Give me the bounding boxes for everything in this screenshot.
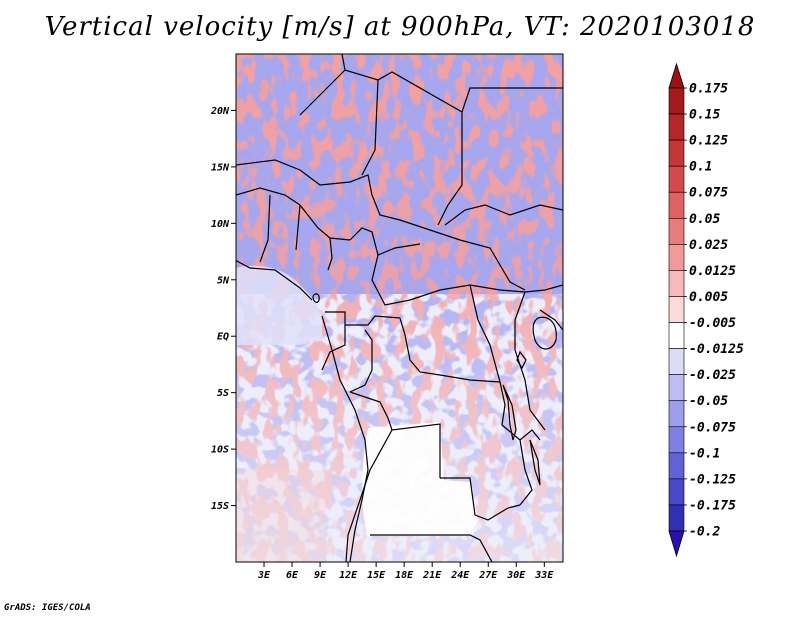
colorbar-segment <box>668 478 685 506</box>
lon-tick-label: 24E <box>450 570 470 581</box>
colorbar-segment <box>668 139 685 167</box>
lat-tick-label: 5N <box>217 275 230 286</box>
lat-tick-label: EQ <box>217 332 229 343</box>
colorbar-segment <box>668 270 685 297</box>
colorbar-label: -0.005 <box>689 316 736 331</box>
colorbar-bottom-arrow <box>668 530 685 558</box>
colorbar-segment <box>668 452 685 480</box>
colorbar-segment <box>668 217 685 245</box>
colorbar-label: 0.125 <box>689 134 728 149</box>
colorbar-label: 0.075 <box>689 186 728 201</box>
longitude-axis: 3E 6E 9E 12E 15E 18E 21E 24E 27E 30E 33E <box>257 562 554 581</box>
colorbar-label: -0.025 <box>689 368 736 383</box>
colorbar-label: 0.175 <box>689 82 728 97</box>
latitude-axis: 20N 15N 10N 5N EQ 5S 10S 15S <box>210 106 236 512</box>
colorbar-label: -0.05 <box>689 394 728 409</box>
lat-tick-label: 10N <box>211 219 230 230</box>
colorbar-segment <box>668 296 685 323</box>
colorbar-label: 0.1 <box>689 160 712 175</box>
country-borders <box>236 54 563 562</box>
map-title: Vertical velocity [m/s] at 900hPa, VT: 2… <box>44 12 756 42</box>
lat-tick-label: 15S <box>211 501 229 512</box>
lon-tick-label: 18E <box>395 570 414 581</box>
colorbar-label: -0.125 <box>689 472 736 487</box>
colorbar-segment <box>668 165 685 193</box>
lat-tick-label: 10S <box>211 445 229 456</box>
colorbar: 0.175 0.15 0.125 0.1 0.075 0.05 0.025 0.0125 0.0… <box>668 62 744 558</box>
colorbar-label: -0.0125 <box>689 342 744 357</box>
grads-credit: GrADS: IGES/COLA <box>4 603 91 613</box>
colorbar-segment <box>668 374 685 402</box>
lon-tick-label: 21E <box>422 570 442 581</box>
colorbar-segment <box>668 504 685 532</box>
colorbar-segment <box>668 244 685 271</box>
colorbar-segment <box>668 322 685 349</box>
lon-tick-label: 3E <box>257 570 271 581</box>
colorbar-label: -0.075 <box>689 420 736 435</box>
colorbar-segment <box>668 191 685 219</box>
colorbar-label: -0.175 <box>689 498 736 513</box>
colorbar-label: -0.1 <box>689 446 720 461</box>
colorbar-segment <box>668 87 685 115</box>
vertical-velocity-field <box>236 54 563 562</box>
colorbar-label: 0.005 <box>689 290 728 305</box>
lon-tick-label: 12E <box>339 570 358 581</box>
colorbar-label: 0.0125 <box>689 264 736 279</box>
colorbar-label: 0.025 <box>689 238 728 253</box>
colorbar-top-arrow <box>668 62 685 89</box>
colorbar-segment <box>668 348 685 375</box>
colorbar-label: -0.2 <box>689 525 720 540</box>
colorbar-segment <box>668 113 685 141</box>
lakes <box>312 293 557 486</box>
lon-tick-label: 9E <box>314 570 327 581</box>
colorbar-segment <box>668 400 685 428</box>
lon-tick-label: 15E <box>367 570 386 581</box>
colorbar-label: 0.15 <box>689 108 720 123</box>
lat-tick-label: 5S <box>217 388 229 399</box>
lat-tick-label: 15N <box>211 162 230 173</box>
colorbar-segment <box>668 426 685 454</box>
colorbar-label: 0.05 <box>689 212 720 227</box>
lon-tick-label: 33E <box>534 570 554 581</box>
map-frame <box>235 53 564 563</box>
lon-tick-label: 27E <box>478 570 498 581</box>
lon-tick-label: 6E <box>286 570 299 581</box>
lon-tick-label: 30E <box>506 570 526 581</box>
lat-tick-label: 20N <box>210 106 230 117</box>
